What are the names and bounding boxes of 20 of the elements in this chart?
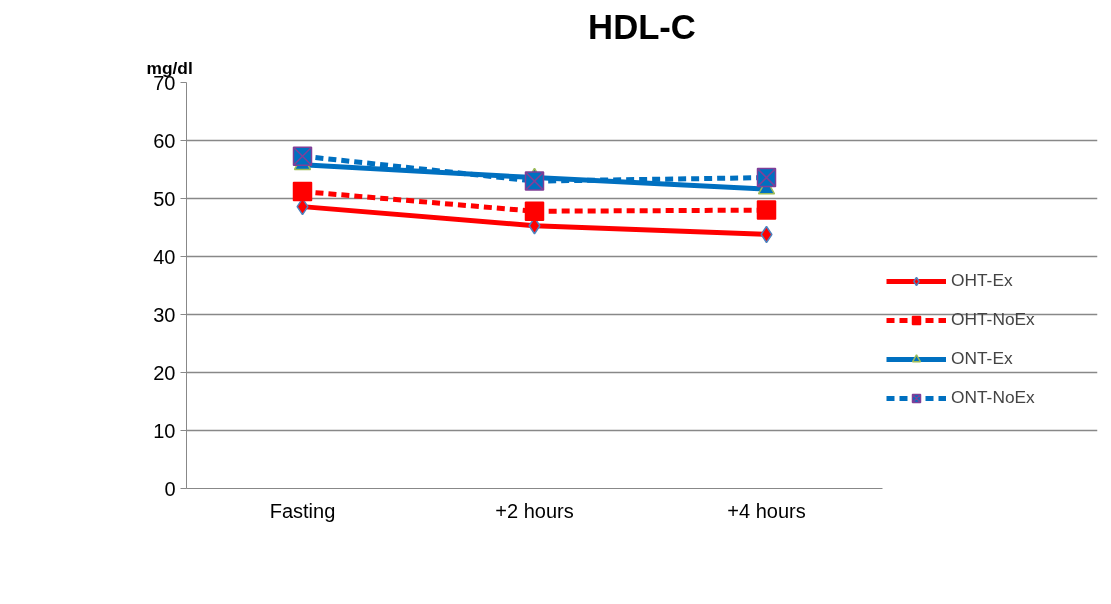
point <box>756 200 777 220</box>
y-tick-label: 10 <box>153 419 176 442</box>
legend-label: OHT-NoEx <box>951 309 1035 330</box>
x-tick-label: Fasting <box>269 499 336 522</box>
y-tick-label: 0 <box>164 477 176 500</box>
legend-label: ONT-Ex <box>951 348 1013 369</box>
legend-label: OHT-Ex <box>951 270 1013 291</box>
y-tick-label: 50 <box>153 187 176 210</box>
point <box>524 201 545 222</box>
legend-label: ONT-NoEx <box>951 387 1035 408</box>
y-tick-label: 60 <box>153 129 176 152</box>
x-tick-label: +2 hours <box>495 499 574 522</box>
x-tick-label: +4 hours <box>727 499 806 522</box>
point <box>292 146 313 166</box>
point <box>524 171 545 191</box>
chart-title: HDL-C <box>588 7 696 46</box>
point <box>292 181 313 202</box>
y-tick-label: 30 <box>153 303 176 326</box>
y-tick-label: 40 <box>153 245 176 268</box>
y-tick-label: 20 <box>153 361 176 384</box>
